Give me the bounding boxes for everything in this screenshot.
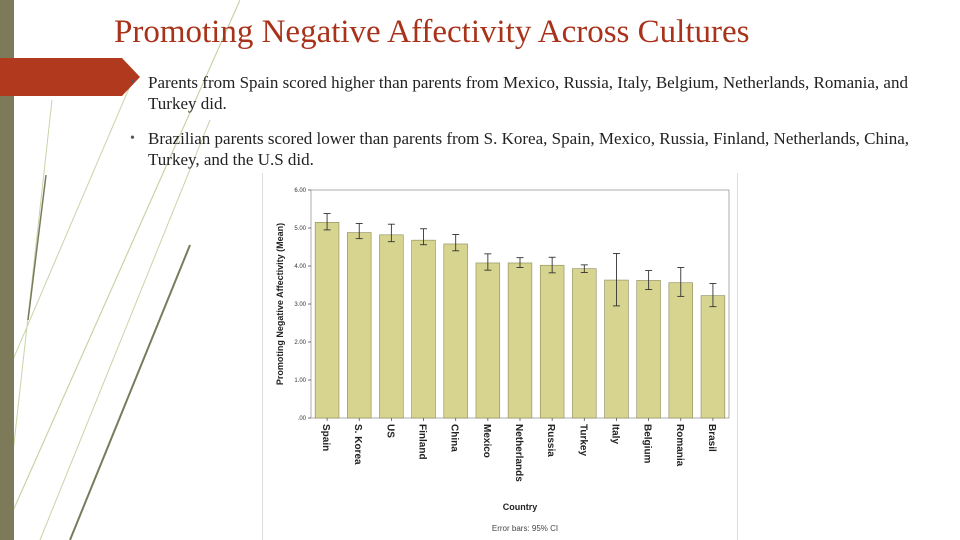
bullet-text: Brazilian parents scored lower than pare…	[148, 129, 910, 169]
x-tick-label: Netherlands	[513, 424, 524, 482]
y-tick-label: 2.00	[294, 340, 306, 346]
x-tick-label: Italy	[609, 424, 620, 444]
x-tick-label: Finland	[417, 424, 428, 460]
y-tick-label: 1.00	[294, 378, 306, 384]
chart-image: .00 1.00 2.00 3.00 4.00 5.00 6.00 Spain S. Korea…	[262, 173, 738, 540]
stripe-5	[27, 174, 47, 321]
stripe-3	[69, 244, 191, 540]
y-tick-label: .00	[298, 416, 307, 422]
stripe-1	[0, 0, 240, 540]
bar	[379, 234, 404, 419]
x-tick-label: China	[449, 424, 460, 452]
x-tick-label: Spain	[320, 424, 331, 451]
y-tick-label: 6.00	[294, 188, 306, 194]
bar-chart: .00 1.00 2.00 3.00 4.00 5.00 6.00 Spain S. Korea…	[275, 188, 730, 533]
y-tick-label: 5.00	[294, 226, 306, 232]
decorative-stripes	[0, 0, 240, 540]
x-tick-label: Belgium	[642, 424, 653, 464]
bar	[539, 264, 565, 419]
bullet-list: • Parents from Spain scored higher than p…	[130, 72, 940, 184]
stripe-6	[0, 85, 131, 391]
bar	[572, 268, 597, 419]
bar	[443, 243, 468, 419]
x-tick-label: Turkey	[577, 424, 588, 456]
bar	[636, 280, 661, 419]
x-tick-label: Mexico	[481, 424, 492, 458]
y-tick-label: 3.00	[294, 302, 306, 308]
slide-title: Promoting Negative Affectivity Across Cu…	[114, 14, 750, 50]
x-tick-label: S. Korea	[352, 424, 363, 465]
y-tick-label: 4.00	[294, 264, 306, 270]
x-tick-label: Romania	[674, 424, 685, 467]
bar	[314, 221, 340, 419]
bar	[411, 239, 436, 419]
x-axis-label: Country	[503, 502, 538, 512]
bar	[475, 262, 501, 419]
x-tick-label: Brasil	[706, 424, 717, 452]
bullet-marker: •	[130, 75, 135, 90]
bar	[347, 232, 372, 419]
bar	[668, 282, 693, 419]
bar	[507, 262, 533, 419]
error-bar-note: Error bars: 95% CI	[492, 524, 558, 533]
bullet-item: • Parents from Spain scored higher than p…	[130, 72, 940, 114]
left-edge-strip	[0, 0, 14, 540]
bar	[700, 295, 726, 419]
stripe-2	[39, 119, 211, 540]
x-tick-label: Russia	[545, 424, 556, 457]
x-tick-label: US	[384, 424, 395, 438]
title-accent-bar	[0, 58, 140, 96]
bullet-text: Parents from Spain scored higher than pa…	[148, 73, 908, 113]
bullet-marker: •	[130, 131, 135, 146]
bullet-item: • Brazilian parents scored lower than par…	[130, 128, 940, 170]
y-axis-label: Promoting Negative Affectivity (Mean)	[275, 223, 285, 385]
